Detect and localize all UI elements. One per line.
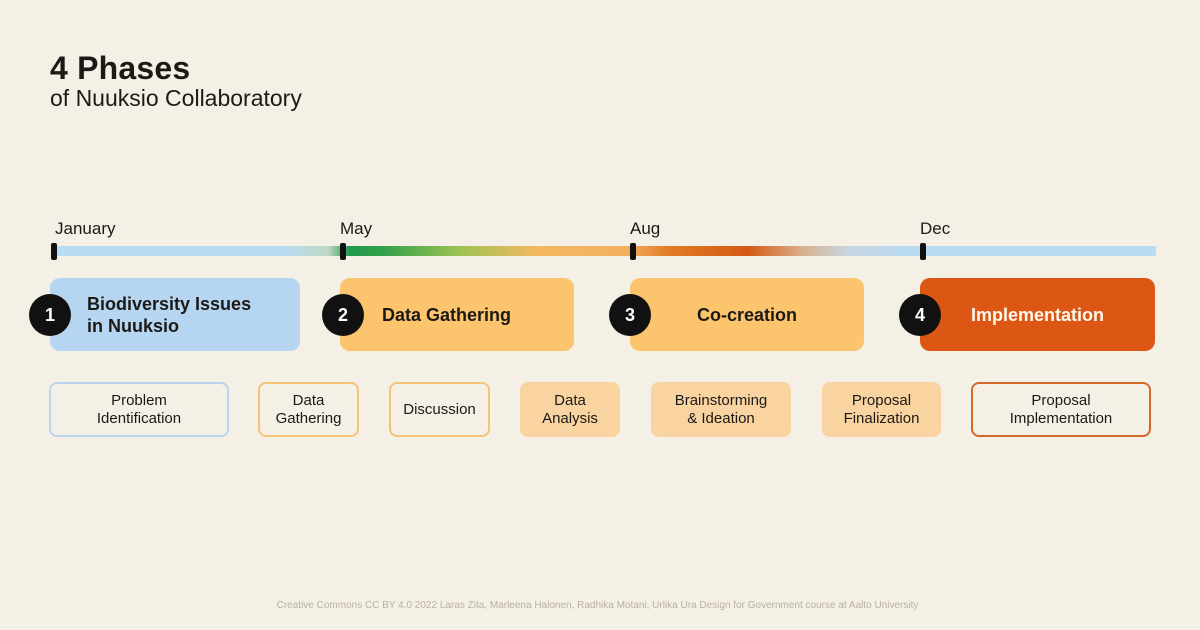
timeline-tick-may: [340, 243, 346, 260]
phase-label: Co-creation: [696, 304, 797, 325]
step-label-line2: Identification: [96, 409, 182, 427]
page-subtitle: of Nuuksio Collaboratory: [50, 85, 302, 111]
step-discussion: Discussion: [389, 382, 490, 437]
phase-number-badge: 4: [899, 294, 941, 336]
step-proposal-implementation: Proposal Implementation: [971, 382, 1151, 437]
step-label-line1: Discussion: [403, 400, 476, 418]
phase-label-line2: in Nuuksio: [87, 315, 180, 336]
phase-number-badge: 3: [609, 294, 651, 336]
footer-credit: Creative Commons CC BY 4.0 2022 Laras Zi…: [276, 600, 919, 611]
step-data-gathering: Data Gathering: [258, 382, 359, 437]
phase-card-implementation: Implementation: [920, 278, 1155, 351]
step-label-line1: Problem: [111, 391, 167, 409]
step-data-analysis: Data Analysis: [520, 382, 620, 437]
step-label-line1: Brainstorming: [674, 391, 768, 409]
step-label-line2: Finalization: [843, 409, 920, 427]
timeline-tick-aug: [630, 243, 636, 260]
step-brainstorming-ideation: Brainstorming & Ideation: [651, 382, 791, 437]
phase-card-data-gathering: Data Gathering: [340, 278, 574, 351]
timeline-month-dec: Dec: [920, 219, 951, 238]
step-label-line1: Data: [554, 391, 586, 409]
step-label-line2: Gathering: [275, 409, 342, 427]
step-label-line1: Proposal: [851, 391, 912, 409]
step-label-line1: Data: [292, 391, 325, 409]
phase-card-biodiversity: Biodiversity Issues in Nuuksio: [50, 278, 300, 351]
timeline-month-may: May: [340, 219, 373, 238]
timeline-month-aug: Aug: [630, 219, 661, 238]
step-problem-identification: Problem Identification: [49, 382, 229, 437]
phase-number-badge: 1: [29, 294, 71, 336]
phase-card-co-creation: Co-creation: [630, 278, 864, 351]
phase-label: Implementation: [970, 304, 1104, 325]
phase-number-badge: 2: [322, 294, 364, 336]
step-label-line2: & Ideation: [687, 409, 755, 427]
phase-label-line1: Biodiversity Issues: [87, 293, 252, 314]
step-label-line2: Analysis: [542, 409, 598, 427]
timeline-month-january: January: [55, 219, 116, 238]
step-label-line2: Implementation: [1009, 409, 1113, 427]
timeline-bar: [52, 246, 1156, 256]
phase-label: Data Gathering: [382, 304, 512, 325]
step-label-line1: Proposal: [1031, 391, 1091, 409]
page-title: 4 Phases: [50, 50, 191, 86]
timeline-tick-january: [51, 243, 57, 260]
step-proposal-finalization: Proposal Finalization: [822, 382, 941, 437]
timeline-tick-dec: [920, 243, 926, 260]
